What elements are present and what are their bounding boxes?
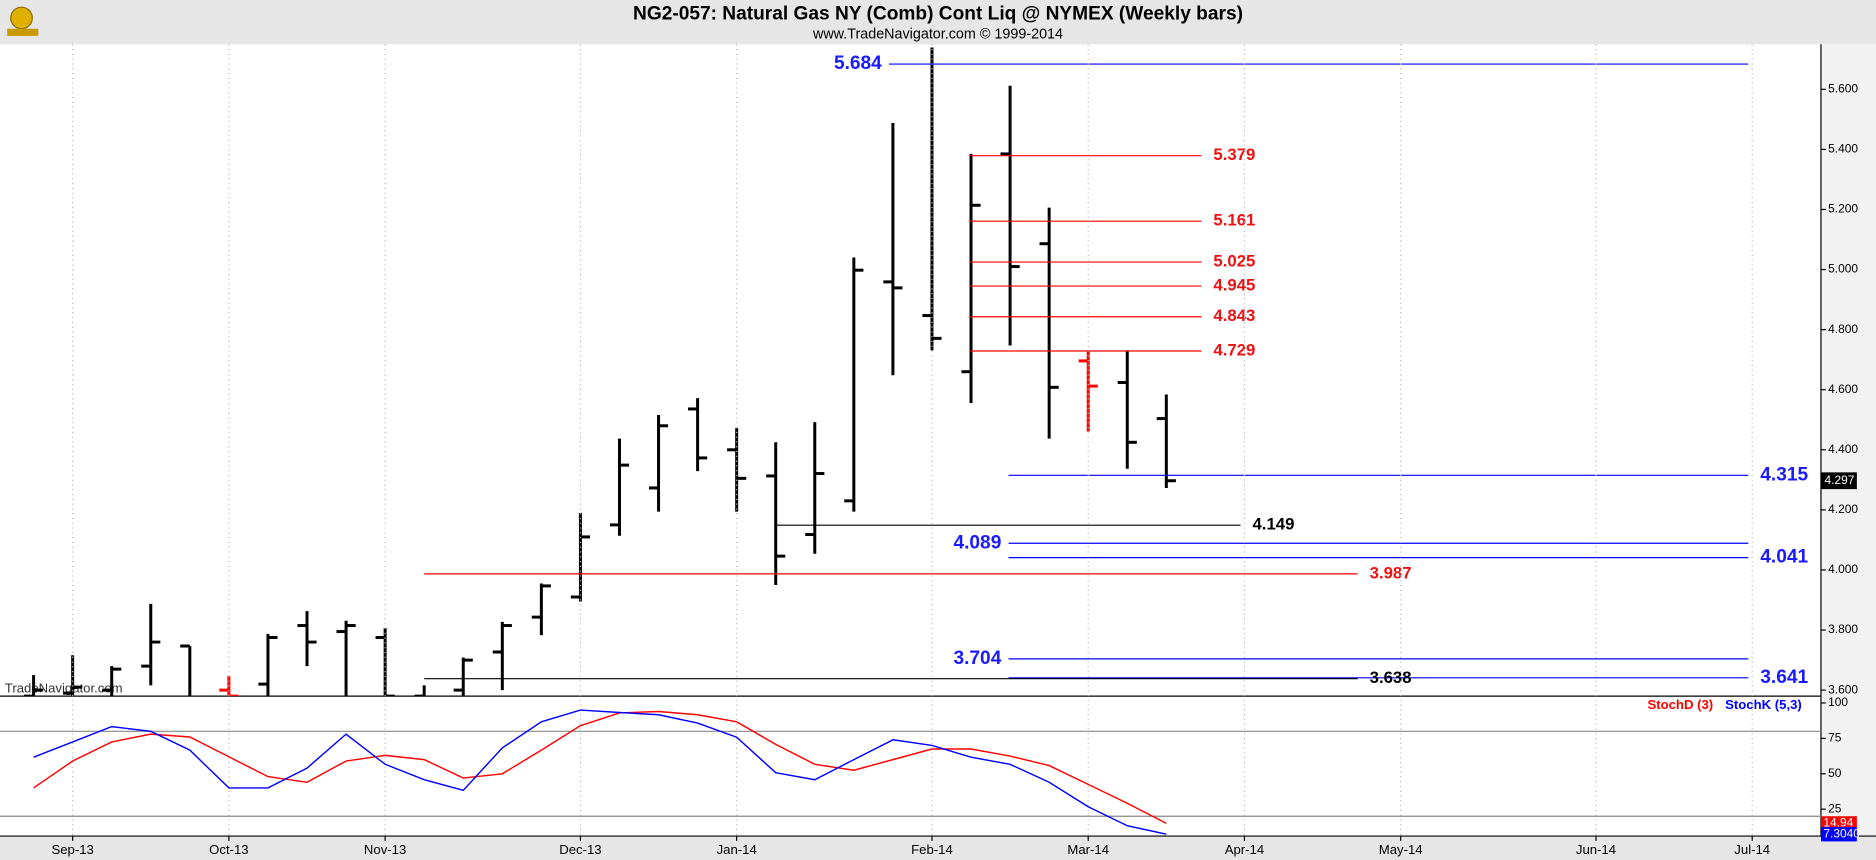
lines bbox=[33, 709, 1167, 835]
x-tick-label: May-14 bbox=[1379, 842, 1423, 857]
header-band bbox=[0, 0, 1876, 45]
x-tick-label: Jun-14 bbox=[1576, 842, 1616, 857]
level-label: 3.641 bbox=[1760, 667, 1808, 688]
y-tick-label: 100 bbox=[1828, 695, 1848, 709]
level-label: 4.041 bbox=[1760, 547, 1808, 568]
chart-title: NG2-057: Natural Gas NY (Comb) Cont Liq … bbox=[633, 3, 1243, 24]
stoch-line bbox=[33, 709, 1167, 835]
y-tick-label: 5.600 bbox=[1828, 81, 1858, 95]
level-label: 3.987 bbox=[1370, 563, 1412, 582]
level-label: 4.315 bbox=[1760, 464, 1808, 485]
x-tick-label: Dec-13 bbox=[559, 842, 601, 857]
x-tick-label: Jul-14 bbox=[1734, 842, 1770, 857]
level-label: 4.729 bbox=[1213, 340, 1255, 359]
x-tick-label: Mar-14 bbox=[1067, 842, 1109, 857]
last-price-box bbox=[1820, 472, 1857, 490]
y-tick-label: 3.600 bbox=[1828, 682, 1858, 696]
x-tick-label: Jan-14 bbox=[717, 842, 757, 857]
x-tick-label: Feb-14 bbox=[911, 842, 953, 857]
legend-entry: StochD (3) bbox=[1647, 697, 1713, 712]
y-tick-label: 4.200 bbox=[1828, 502, 1858, 516]
level-label: 4.089 bbox=[953, 532, 1001, 553]
level-label: 4.843 bbox=[1213, 306, 1255, 325]
y-tick-label: 4.600 bbox=[1828, 382, 1858, 396]
x-tick-label: Oct-13 bbox=[209, 842, 248, 857]
y-tick-label: 4.800 bbox=[1828, 322, 1858, 336]
last-value: 7.3040 bbox=[1823, 826, 1860, 840]
stoch-line bbox=[33, 710, 1167, 825]
y-tick-label: 5.200 bbox=[1828, 202, 1858, 216]
level-label: 3.638 bbox=[1370, 668, 1412, 687]
bars bbox=[24, 47, 1176, 697]
y-tick-label: 75 bbox=[1828, 731, 1842, 745]
level-label: 5.379 bbox=[1213, 145, 1255, 164]
x-tick-label: Nov-13 bbox=[364, 842, 406, 857]
y-tick-label: 3.800 bbox=[1828, 622, 1858, 636]
y-tick-label: 5.000 bbox=[1828, 262, 1858, 276]
last-price: 4.297 bbox=[1825, 473, 1855, 487]
y-tick-label: 4.400 bbox=[1828, 442, 1858, 456]
axis-band bbox=[1820, 44, 1876, 837]
level-label: 4.149 bbox=[1253, 515, 1295, 534]
last-value-box bbox=[1820, 816, 1857, 831]
last-value-box bbox=[1820, 827, 1857, 842]
y-tick-label: 4.000 bbox=[1828, 562, 1858, 576]
legend-entry: StochK (5,3) bbox=[1725, 697, 1802, 712]
x-tick-label: Sep-13 bbox=[51, 842, 93, 857]
last-value: 14.94 bbox=[1823, 816, 1853, 830]
level-label: 3.704 bbox=[953, 648, 1001, 669]
date-band bbox=[0, 836, 1876, 860]
logo bbox=[7, 6, 39, 36]
level-label: 5.025 bbox=[1213, 251, 1255, 270]
level-label: 5.161 bbox=[1213, 211, 1255, 230]
y-tick-label: 50 bbox=[1828, 766, 1842, 780]
chart-subtitle: www.TradeNavigator.com © 1999-2014 bbox=[812, 26, 1063, 42]
x-tick-label: Apr-14 bbox=[1225, 842, 1264, 857]
y-tick-label: 25 bbox=[1828, 801, 1842, 815]
level-label: 5.684 bbox=[834, 53, 882, 74]
y-tick-label: 5.400 bbox=[1828, 142, 1858, 156]
level-label: 4.945 bbox=[1213, 276, 1255, 295]
